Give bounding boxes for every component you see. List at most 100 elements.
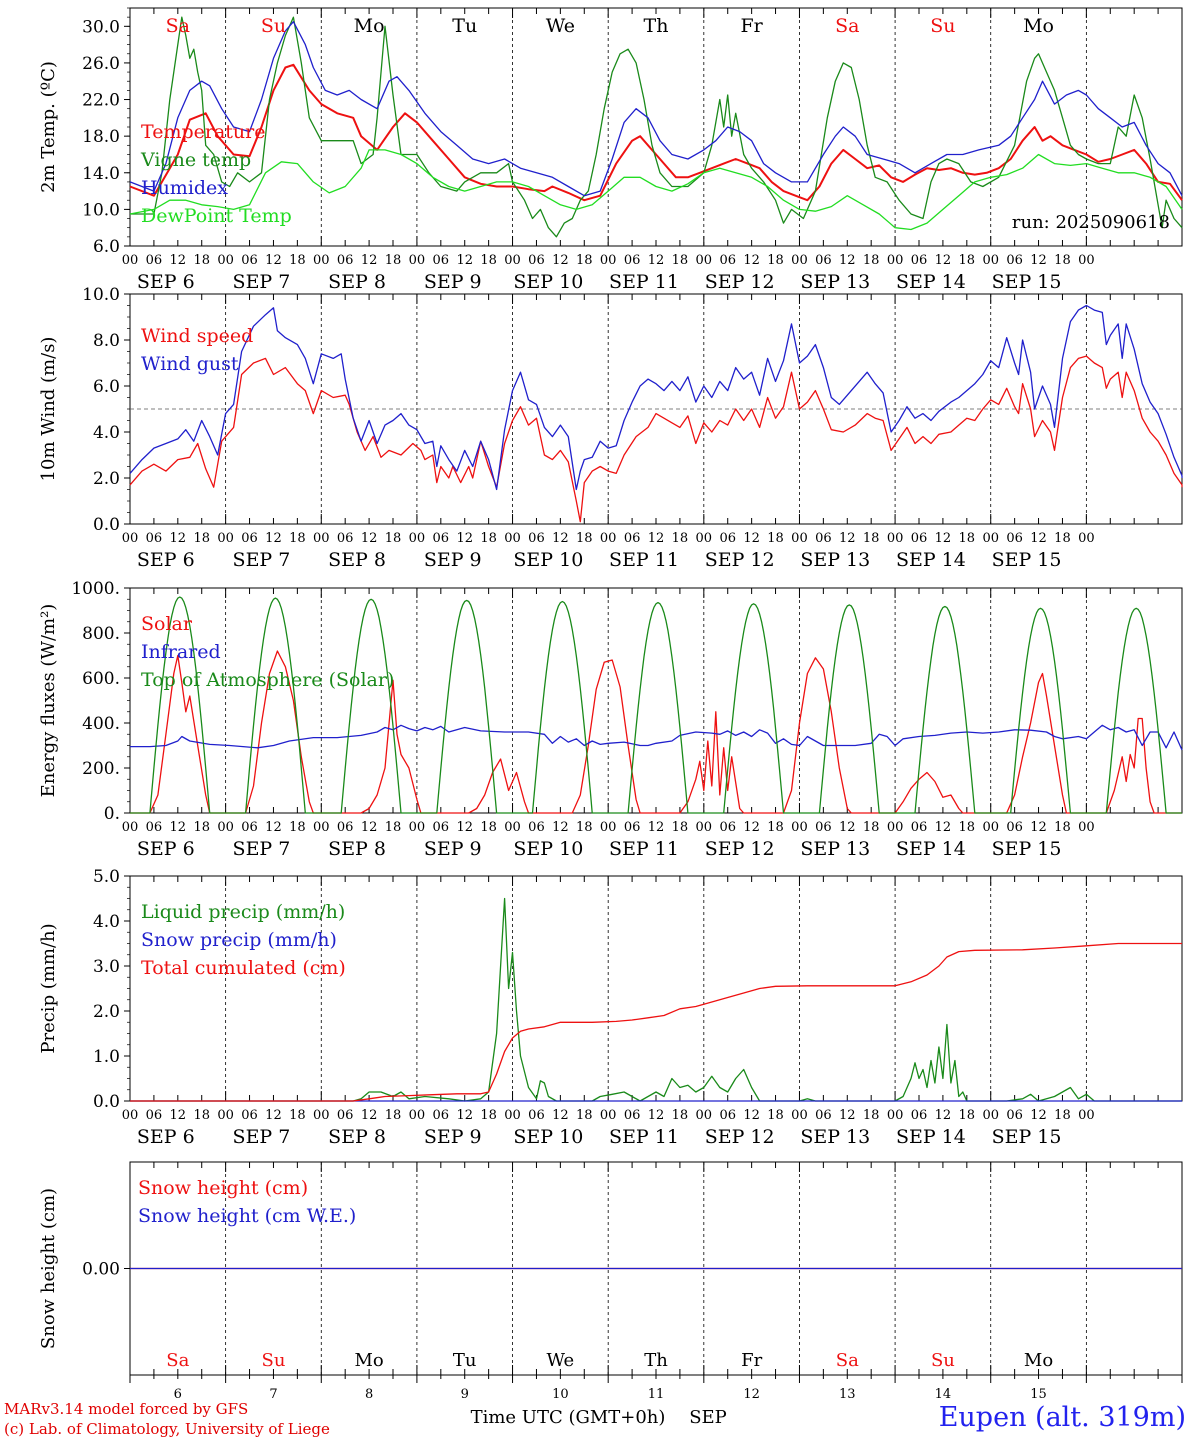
panel-3: 0. 200. 400. 600. 800. 1000. Energy fluxes (W/… <box>38 579 1183 860</box>
hour-tick-label: 06 <box>911 531 928 546</box>
date-label: SEP 12 <box>705 271 775 293</box>
hour-tick-label: 18 <box>193 531 210 546</box>
hour-tick-label: 12 <box>456 531 473 546</box>
hour-tick-label: 18 <box>959 820 976 835</box>
hour-tick-label: 18 <box>480 531 497 546</box>
y-tick-label: 1000. <box>71 579 120 599</box>
hour-tick-label: 06 <box>528 820 545 835</box>
legend-entry: Liquid precip (mm/h) <box>141 901 345 923</box>
hour-tick-label: 18 <box>576 1108 593 1123</box>
y-tick-label: 200. <box>82 759 120 779</box>
hour-tick-label: 06 <box>146 253 163 268</box>
weekday-label: Fr <box>741 15 764 37</box>
date-label: SEP 15 <box>992 271 1062 293</box>
hour-tick-label: 06 <box>719 253 736 268</box>
hour-tick-label: 12 <box>265 531 282 546</box>
hour-tick-label: 06 <box>815 1108 832 1123</box>
hour-tick-label: 12 <box>361 531 378 546</box>
legend-entry: Solar <box>141 613 193 635</box>
hour-tick-label: 06 <box>433 820 450 835</box>
y-tick-label: 18.0 <box>82 127 120 147</box>
hour-tick-label: 18 <box>672 1108 689 1123</box>
weekday-label: Su <box>930 15 955 37</box>
run-annotation: run: 2025090618 <box>1012 212 1170 233</box>
date-label: SEP 12 <box>705 1126 775 1148</box>
hour-tick-label: 18 <box>863 1108 880 1123</box>
model-credit: MARv3.14 model forced by GFS <box>4 1400 249 1418</box>
hour-tick-label: 18 <box>959 531 976 546</box>
date-label: SEP 12 <box>705 549 775 571</box>
legend-entry: Humidex <box>141 177 228 199</box>
y-tick-label: 26.0 <box>82 54 120 74</box>
hour-tick-label: 00 <box>887 253 904 268</box>
hour-tick-label: 18 <box>863 531 880 546</box>
hour-tick-label: 18 <box>289 1108 306 1123</box>
date-label: SEP 14 <box>896 549 966 571</box>
date-number-label: 9 <box>461 1387 469 1402</box>
hour-tick-label: 12 <box>361 1108 378 1123</box>
hour-tick-label: 12 <box>456 820 473 835</box>
y-axis-label: Energy fluxes (W/m²) <box>38 604 59 798</box>
hour-tick-label: 12 <box>1030 820 1047 835</box>
hour-tick-label: 12 <box>743 253 760 268</box>
hour-tick-label: 00 <box>409 253 426 268</box>
hour-tick-label: 12 <box>935 820 952 835</box>
hour-tick-label: 00 <box>217 253 234 268</box>
hour-tick-label: 12 <box>552 531 569 546</box>
date-number-label: 14 <box>935 1387 952 1402</box>
legend-entry: Snow height (cm) <box>138 1177 308 1199</box>
hour-tick-label: 12 <box>1030 253 1047 268</box>
hour-tick-label: 00 <box>600 531 617 546</box>
series-line-vigne-temp <box>130 16 1183 238</box>
weekday-label: Su <box>931 1350 955 1371</box>
hour-tick-label: 00 <box>887 531 904 546</box>
y-tick-label: 4.0 <box>93 912 120 932</box>
hour-tick-label: 00 <box>409 820 426 835</box>
hour-tick-label: 18 <box>576 253 593 268</box>
weekday-label: Th <box>644 1350 668 1371</box>
legend-entry: Infrared <box>141 641 221 663</box>
hour-tick-label: 06 <box>528 1108 545 1123</box>
hour-tick-label: 06 <box>528 531 545 546</box>
hour-tick-label: 12 <box>456 253 473 268</box>
y-tick-label: 1.0 <box>93 1047 120 1067</box>
legend-entry: Snow precip (mm/h) <box>141 929 337 951</box>
hour-tick-label: 00 <box>600 253 617 268</box>
hour-tick-label: 12 <box>170 531 187 546</box>
weekday-label: We <box>547 1350 575 1371</box>
hour-tick-label: 06 <box>337 1108 354 1123</box>
hour-tick-label: 18 <box>193 253 210 268</box>
date-label: SEP 7 <box>233 838 291 860</box>
hour-tick-label: 00 <box>791 253 808 268</box>
hour-tick-label: 18 <box>193 820 210 835</box>
weekday-label: Sa <box>835 15 859 37</box>
y-tick-label: 5.0 <box>93 867 120 887</box>
weekday-label: Mo <box>354 15 385 37</box>
hour-tick-label: 06 <box>719 531 736 546</box>
date-label: SEP 13 <box>800 1126 870 1148</box>
date-label: SEP 12 <box>705 838 775 860</box>
hour-tick-label: 06 <box>624 820 641 835</box>
series-line-total-cumulated-cm- <box>130 942 1182 1102</box>
hour-tick-label: 06 <box>337 820 354 835</box>
date-label: SEP 11 <box>609 838 679 860</box>
hour-tick-label: 18 <box>672 531 689 546</box>
date-label: SEP 14 <box>896 271 966 293</box>
y-tick-label: 0.0 <box>93 515 120 535</box>
hour-tick-label: 06 <box>337 253 354 268</box>
weekday-label: Mo <box>1023 15 1054 37</box>
legend-entry: Total cumulated (cm) <box>141 957 346 979</box>
panel-1: 6.0 10.0 14.0 18.0 22.0 26.0 30.0 2m Temp. (ºC)… <box>38 7 1183 293</box>
hour-tick-label: 06 <box>528 253 545 268</box>
y-tick-label: 0.00 <box>82 1260 120 1280</box>
hour-tick-label: 00 <box>696 1108 713 1123</box>
hour-tick-label: 06 <box>1006 820 1023 835</box>
hour-tick-label: 12 <box>170 820 187 835</box>
hour-tick-label: 18 <box>767 820 784 835</box>
hour-tick-label: 00 <box>313 1108 330 1123</box>
hour-tick-label: 12 <box>935 531 952 546</box>
hour-tick-label: 00 <box>409 531 426 546</box>
hour-tick-label: 00 <box>1078 820 1095 835</box>
hour-tick-label: 00 <box>600 820 617 835</box>
